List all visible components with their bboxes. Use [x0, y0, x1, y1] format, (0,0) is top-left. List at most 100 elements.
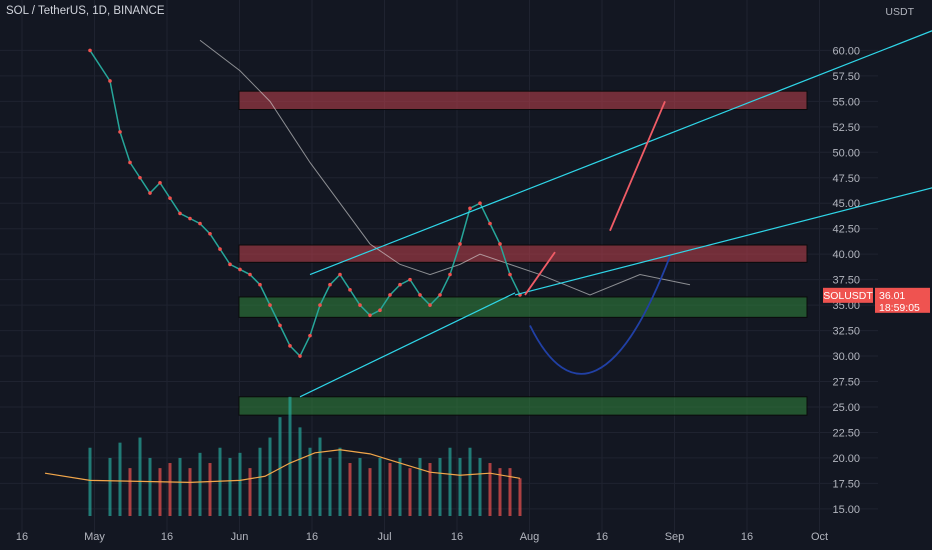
volume-bar [138, 437, 142, 516]
price-point [198, 221, 202, 226]
y-tick-label: 15.00 [832, 504, 860, 516]
price-point [378, 308, 382, 313]
currency-label: USDT [885, 6, 914, 18]
x-tick-label: Aug [520, 531, 540, 543]
projection-arrow-up [524, 251, 556, 296]
price-point [448, 272, 452, 277]
y-tick-label: 22.50 [832, 427, 860, 439]
price-point [208, 231, 212, 236]
y-tick-label: 47.50 [832, 173, 860, 185]
volume-bar [468, 447, 472, 516]
y-tick-label: 45.00 [832, 198, 860, 210]
chart-title: SOL / TetherUS, 1D, BINANCE [6, 5, 165, 17]
x-tick-label: 16 [596, 531, 608, 543]
price-point [178, 211, 182, 216]
volume-bar [368, 468, 372, 516]
volume-bar [198, 452, 202, 516]
volume-bar [508, 468, 512, 516]
volume-bar [418, 457, 422, 516]
price-point [168, 196, 172, 200]
volume-bar [328, 457, 332, 516]
volume-bar [258, 447, 262, 516]
price-point [458, 242, 462, 246]
volume-bar [218, 447, 222, 516]
x-tick-label: 16 [741, 531, 753, 543]
y-tick-label: 57.50 [832, 71, 860, 83]
price-point [488, 221, 492, 226]
volume-bar [288, 396, 292, 516]
price-point [418, 293, 422, 297]
volume-bar [308, 447, 312, 516]
ichimoku-cloud-line [199, 39, 691, 296]
y-tick-label: 30.00 [832, 351, 860, 363]
y-tick-label: 60.00 [832, 45, 860, 57]
y-tick-label: 37.50 [832, 275, 860, 287]
y-tick-label: 35.00 [832, 300, 860, 312]
price-point [228, 262, 232, 267]
volume-bar [398, 457, 402, 516]
x-tick-label: Jul [377, 531, 391, 543]
price-point [508, 272, 512, 277]
price-point [398, 282, 402, 287]
price-point [148, 191, 152, 195]
volume-bar [498, 468, 502, 516]
channel-lower [299, 292, 516, 398]
countdown-label: 18:59:05 [879, 302, 920, 314]
volume-bar [168, 463, 172, 516]
price-point [158, 181, 162, 185]
volume-bar [518, 478, 522, 516]
price-point [388, 293, 392, 297]
volume-bar [268, 437, 272, 516]
price-point [188, 216, 192, 221]
x-tick-label: 16 [306, 531, 318, 543]
price-point [468, 206, 472, 211]
volume-bar [338, 447, 342, 516]
volume-bar [348, 463, 352, 516]
volume-bar [238, 452, 242, 516]
price-point [258, 282, 262, 287]
price-point [348, 288, 352, 292]
volume-bar [248, 468, 252, 516]
volume-bar [108, 457, 112, 516]
y-tick-label: 55.00 [832, 96, 860, 108]
support-zone [238, 396, 808, 416]
symbol-badge-label: SOLUSDT [823, 290, 873, 302]
volume-bar [148, 457, 152, 516]
volume-bar [378, 457, 382, 516]
volume-moving-average [44, 449, 521, 483]
price-point [308, 333, 312, 338]
price-point [298, 354, 302, 358]
volume-bar [438, 457, 442, 516]
volume-bar [408, 468, 412, 516]
x-tick-label: Oct [811, 531, 828, 543]
resistance-zone [238, 244, 808, 263]
price-point [478, 201, 482, 206]
volume-bar [118, 442, 122, 516]
price-point [318, 303, 322, 307]
support-zone [238, 296, 808, 318]
price-point [268, 303, 272, 307]
x-tick-label: 16 [451, 531, 463, 543]
volume-bar [178, 457, 182, 516]
price-point [118, 130, 122, 134]
volume-bar [158, 468, 162, 516]
price-point [238, 267, 242, 272]
y-tick-label: 42.50 [832, 224, 860, 236]
volume-bar [458, 457, 462, 516]
price-point [438, 293, 442, 297]
volume-bar [208, 463, 212, 516]
price-point [428, 303, 432, 307]
volume-bar [188, 468, 192, 516]
y-tick-label: 40.00 [832, 249, 860, 261]
last-price-label: 36.01 [879, 290, 905, 302]
x-tick-label: 16 [161, 531, 173, 543]
price-point [278, 323, 282, 328]
price-point [128, 160, 132, 165]
price-point [408, 277, 412, 282]
x-tick-label: Sep [665, 531, 685, 543]
volume-bar [318, 437, 322, 516]
y-tick-label: 17.50 [832, 478, 860, 490]
volume-bar [388, 463, 392, 516]
